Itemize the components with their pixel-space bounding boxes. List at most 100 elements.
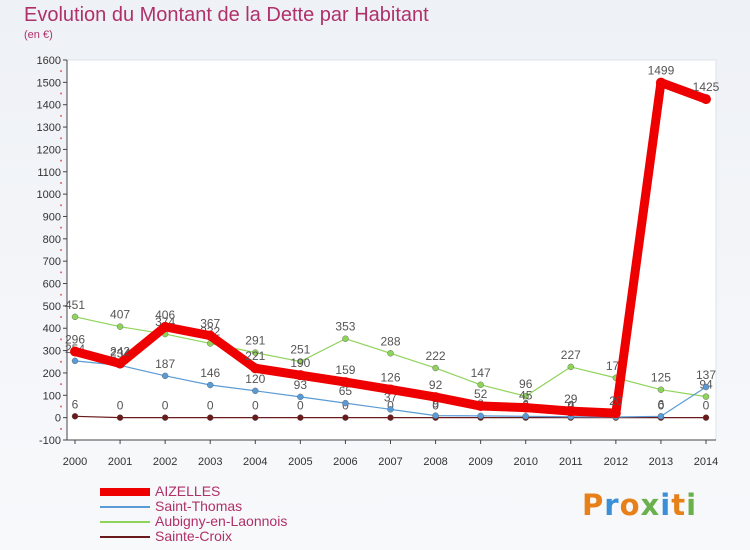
x-tick-label: 2012 bbox=[604, 456, 628, 468]
data-label: 353 bbox=[335, 320, 355, 334]
data-point bbox=[432, 364, 439, 372]
data-point bbox=[342, 335, 349, 342]
data-point bbox=[252, 414, 259, 421]
y-minor-dot bbox=[60, 92, 62, 95]
logo-letter: t bbox=[671, 488, 687, 522]
data-point bbox=[520, 402, 531, 413]
data-label: 0 bbox=[432, 399, 439, 413]
legend-swatch-sainte-croix bbox=[100, 536, 150, 538]
data-point bbox=[71, 357, 79, 365]
data-point bbox=[297, 393, 304, 401]
y-minor-dot bbox=[60, 338, 62, 341]
data-label: 93 bbox=[294, 378, 308, 392]
y-tick-label: -100 bbox=[39, 435, 61, 447]
x-tick-label: 2013 bbox=[649, 456, 673, 468]
y-tick-label: 200 bbox=[43, 368, 61, 380]
proxiti-logo: Proxiti bbox=[582, 488, 697, 522]
data-label: 0 bbox=[252, 399, 259, 413]
data-label: 288 bbox=[380, 334, 400, 348]
x-tick-label: 2005 bbox=[288, 456, 312, 468]
y-tick-label: 1400 bbox=[37, 100, 61, 112]
x-tick-label: 2011 bbox=[559, 456, 583, 468]
data-label: 251 bbox=[290, 343, 310, 357]
data-label: 242 bbox=[110, 345, 130, 359]
data-point bbox=[297, 414, 304, 421]
legend-swatch-saint-thomas bbox=[100, 506, 150, 508]
data-point bbox=[161, 372, 169, 380]
data-label: 137 bbox=[696, 368, 716, 382]
x-tick-label: 2002 bbox=[153, 456, 177, 468]
data-point bbox=[522, 413, 529, 420]
y-minor-dot bbox=[60, 383, 62, 386]
data-label: 6 bbox=[658, 397, 665, 411]
data-point bbox=[657, 413, 665, 420]
data-label: 190 bbox=[290, 356, 310, 370]
logo-letter: r bbox=[604, 488, 620, 522]
data-point bbox=[701, 94, 711, 105]
data-label: 146 bbox=[200, 366, 220, 380]
y-tick-label: 1600 bbox=[37, 55, 61, 67]
data-point bbox=[702, 393, 710, 400]
data-label: 52 bbox=[474, 387, 488, 401]
data-label: 125 bbox=[651, 371, 671, 385]
data-label: 65 bbox=[339, 384, 353, 398]
data-label: 126 bbox=[380, 370, 400, 384]
logo-letter: x bbox=[640, 488, 661, 522]
data-point bbox=[205, 330, 216, 341]
data-label: 147 bbox=[471, 366, 491, 380]
y-tick-label: 1100 bbox=[37, 167, 61, 179]
data-point bbox=[655, 77, 666, 88]
data-point bbox=[522, 392, 529, 400]
logo-letter: i bbox=[660, 488, 672, 522]
logo-letter: o bbox=[619, 488, 641, 522]
data-point bbox=[71, 413, 79, 420]
data-label: 406 bbox=[155, 308, 175, 322]
data-label: 451 bbox=[65, 298, 85, 312]
y-minor-dot bbox=[60, 70, 62, 73]
data-point bbox=[250, 363, 261, 374]
data-point bbox=[387, 406, 394, 413]
data-label: 0 bbox=[297, 399, 304, 413]
data-label: 45 bbox=[519, 389, 533, 403]
y-minor-dot bbox=[60, 427, 62, 430]
y-minor-dot bbox=[60, 159, 62, 162]
y-tick-label: 1200 bbox=[37, 144, 61, 156]
data-label: 20 bbox=[609, 394, 623, 408]
data-point bbox=[207, 381, 214, 389]
data-label: 227 bbox=[561, 348, 581, 362]
y-minor-dot bbox=[60, 293, 62, 296]
y-minor-dot bbox=[60, 181, 62, 184]
y-minor-dot bbox=[60, 137, 62, 140]
logo-letter: i bbox=[686, 488, 698, 522]
data-label: 0 bbox=[567, 399, 574, 413]
data-label: 1425 bbox=[693, 80, 720, 94]
y-minor-dot bbox=[60, 114, 62, 117]
x-tick-label: 2008 bbox=[423, 456, 447, 468]
data-label: 187 bbox=[155, 357, 175, 371]
y-minor-dot bbox=[60, 271, 62, 274]
data-label: 0 bbox=[658, 399, 665, 413]
data-point bbox=[702, 383, 710, 391]
data-point bbox=[252, 349, 259, 356]
y-minor-dot bbox=[60, 316, 62, 319]
legend-swatch-aubigny bbox=[100, 521, 150, 523]
x-tick-label: 2000 bbox=[63, 456, 87, 468]
y-tick-label: 800 bbox=[43, 234, 61, 246]
data-point bbox=[297, 358, 304, 365]
data-label: 0 bbox=[162, 399, 169, 413]
data-label: 0 bbox=[703, 399, 710, 413]
logo-letter: P bbox=[582, 488, 605, 522]
data-point bbox=[340, 377, 351, 388]
chart-title: Evolution du Montant de la Dette par Hab… bbox=[24, 4, 429, 26]
x-tick-label: 2010 bbox=[513, 456, 537, 468]
legend-label-sainte-croix: Sainte-Croix bbox=[155, 528, 233, 544]
data-label: 291 bbox=[245, 334, 265, 348]
data-point bbox=[71, 313, 79, 321]
data-label: 120 bbox=[245, 372, 265, 386]
y-minor-dot bbox=[60, 204, 62, 207]
data-point bbox=[567, 363, 574, 371]
data-point bbox=[160, 321, 171, 332]
data-point bbox=[342, 399, 349, 407]
data-label: 1499 bbox=[648, 64, 675, 78]
